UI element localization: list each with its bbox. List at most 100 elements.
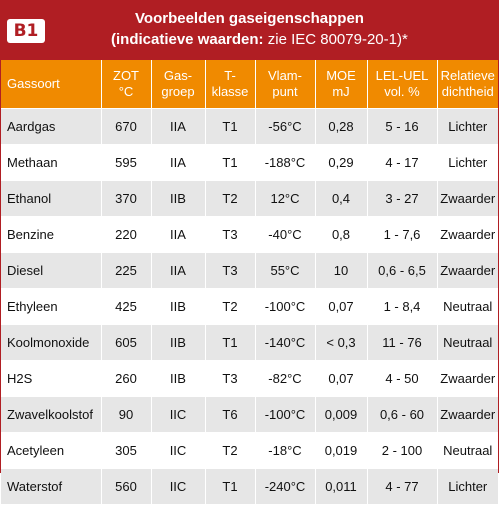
col-moe-cell: 0,07	[315, 288, 368, 325]
col-vlampunt-cell: -56°C	[255, 108, 316, 145]
col-vlampunt-cell: -18°C	[255, 432, 316, 469]
col-tklasse-cell: T1	[205, 144, 256, 181]
col-gassoort-cell: Methaan	[1, 144, 102, 181]
col-zot-header: ZOT °C	[101, 60, 152, 109]
table-row: Ethyleen 425 IIB T2 -100°C 0,07 1 - 8,4 Neutraa…	[1, 288, 498, 325]
col-lel-uel-cell: 0,6 - 60	[367, 396, 438, 433]
col-gasgroep-cell: IIB	[151, 360, 206, 397]
col-lel-uel-cell: 1 - 8,4	[367, 288, 438, 325]
col-moe-header: MOE mJ	[315, 60, 368, 109]
col-gassoort-cell: H2S	[1, 360, 102, 397]
table-row: H2S 260 IIB T3 -82°C 0,07 4 - 50 Zwaarder	[1, 360, 498, 397]
col-lel-uel-cell: 4 - 77	[367, 468, 438, 505]
table-row: Waterstof 560 IIC T1 -240°C 0,011 4 - 77 Lichte…	[1, 468, 498, 505]
table-body: Aardgas 670 IIA T1 -56°C 0,28 5 - 16 Lichter Met…	[1, 108, 498, 505]
col-lel-uel-cell: 2 - 100	[367, 432, 438, 469]
col-tklasse-cell: T3	[205, 360, 256, 397]
col-vlampunt-cell: 12°C	[255, 180, 316, 217]
gas-properties-table: Gassoort ZOT °C Gas- groep T- klasse Vlam- p…	[1, 60, 498, 505]
col-tklasse-header: T- klasse	[205, 60, 256, 109]
table-row: Aardgas 670 IIA T1 -56°C 0,28 5 - 16 Lichter	[1, 108, 498, 145]
col-tklasse-cell: T2	[205, 288, 256, 325]
col-lel-uel-cell: 4 - 50	[367, 360, 438, 397]
col-vlampunt-cell: -100°C	[255, 396, 316, 433]
table-row: Zwavelkoolstof 90 IIC T6 -100°C 0,009 0,6 - 60…	[1, 396, 498, 433]
col-moe-cell: 0,28	[315, 108, 368, 145]
col-gasgroep-cell: IIC	[151, 432, 206, 469]
col-zot-cell: 305	[101, 432, 152, 469]
col-gassoort-cell: Zwavelkoolstof	[1, 396, 102, 433]
col-zot-cell: 220	[101, 216, 152, 253]
col-gassoort-cell: Aardgas	[1, 108, 102, 145]
col-lel-uel-cell: 1 - 7,6	[367, 216, 438, 253]
col-moe-cell: 0,4	[315, 180, 368, 217]
col-gassoort-cell: Acetyleen	[1, 432, 102, 469]
col-relatieve-dichtheid-cell: Neutraal	[437, 288, 498, 325]
col-zot-cell: 605	[101, 324, 152, 361]
col-zot-cell: 225	[101, 252, 152, 289]
table-row: Diesel 225 IIA T3 55°C 10 0,6 - 6,5 Zwaarder	[1, 252, 498, 289]
col-gasgroep-header: Gas- groep	[151, 60, 206, 109]
subtitle-bold: (indicatieve waarden:	[111, 31, 264, 48]
col-gasgroep-cell: IIB	[151, 288, 206, 325]
col-zot-cell: 370	[101, 180, 152, 217]
header-row: Gassoort ZOT °C Gas- groep T- klasse Vlam- p…	[1, 60, 498, 109]
col-relatieve-dichtheid-cell: Neutraal	[437, 432, 498, 469]
col-relatieve-dichtheid-cell: Lichter	[437, 144, 498, 181]
table-row: Koolmonoxide 605 IIB T1 -140°C < 0,3 11 - 76 Ne…	[1, 324, 498, 361]
col-relatieve-dichtheid-cell: Zwaarder	[437, 216, 498, 253]
col-lel-uel-cell: 11 - 76	[367, 324, 438, 361]
col-gasgroep-cell: IIC	[151, 468, 206, 505]
col-vlampunt-header: Vlam- punt	[255, 60, 316, 109]
table-row: Methaan 595 IIA T1 -188°C 0,29 4 - 17 Lichter	[1, 144, 498, 181]
col-tklasse-cell: T1	[205, 324, 256, 361]
col-gassoort-cell: Diesel	[1, 252, 102, 289]
col-relatieve-dichtheid-cell: Zwaarder	[437, 252, 498, 289]
col-gasgroep-cell: IIA	[151, 252, 206, 289]
col-tklasse-cell: T1	[205, 468, 256, 505]
table-subtitle: (indicatieve waarden: zie IEC 80079-20-1…	[111, 31, 498, 49]
col-moe-cell: 0,009	[315, 396, 368, 433]
col-lel-uel-cell: 3 - 27	[367, 180, 438, 217]
col-zot-cell: 560	[101, 468, 152, 505]
col-relatieve-dichtheid-cell: Lichter	[437, 468, 498, 505]
col-gasgroep-cell: IIB	[151, 180, 206, 217]
table-row: Benzine 220 IIA T3 -40°C 0,8 1 - 7,6 Zwaarder	[1, 216, 498, 253]
col-lel-uel-header: LEL-UEL vol. %	[367, 60, 438, 109]
col-relatieve-dichtheid-cell: Zwaarder	[437, 180, 498, 217]
col-moe-cell: 0,019	[315, 432, 368, 469]
col-tklasse-cell: T6	[205, 396, 256, 433]
title-bar: B1 Voorbeelden gaseigenschappen (indicat…	[1, 1, 498, 60]
col-vlampunt-cell: -100°C	[255, 288, 316, 325]
col-moe-cell: 0,29	[315, 144, 368, 181]
col-gassoort-cell: Ethanol	[1, 180, 102, 217]
col-tklasse-cell: T3	[205, 216, 256, 253]
col-relatieve-dichtheid-cell: Lichter	[437, 108, 498, 145]
col-moe-cell: 10	[315, 252, 368, 289]
subtitle-rest: zie IEC 80079-20-1)*	[263, 31, 408, 48]
col-tklasse-cell: T1	[205, 108, 256, 145]
table-row: Ethanol 370 IIB T2 12°C 0,4 3 - 27 Zwaarder	[1, 180, 498, 217]
col-lel-uel-cell: 4 - 17	[367, 144, 438, 181]
col-relatieve-dichtheid-cell: Zwaarder	[437, 396, 498, 433]
col-zot-cell: 670	[101, 108, 152, 145]
col-gasgroep-cell: IIC	[151, 396, 206, 433]
col-vlampunt-cell: -40°C	[255, 216, 316, 253]
col-gasgroep-cell: IIA	[151, 108, 206, 145]
col-gasgroep-cell: IIA	[151, 144, 206, 181]
col-moe-cell: < 0,3	[315, 324, 368, 361]
col-moe-cell: 0,07	[315, 360, 368, 397]
col-tklasse-cell: T3	[205, 252, 256, 289]
col-zot-cell: 90	[101, 396, 152, 433]
col-gassoort-cell: Waterstof	[1, 468, 102, 505]
col-tklasse-cell: T2	[205, 432, 256, 469]
col-moe-cell: 0,011	[315, 468, 368, 505]
table-row: Acetyleen 305 IIC T2 -18°C 0,019 2 - 100 Neutra…	[1, 432, 498, 469]
col-zot-cell: 425	[101, 288, 152, 325]
col-zot-cell: 260	[101, 360, 152, 397]
col-gassoort-cell: Ethyleen	[1, 288, 102, 325]
col-lel-uel-cell: 0,6 - 6,5	[367, 252, 438, 289]
col-moe-cell: 0,8	[315, 216, 368, 253]
col-relatieve-dichtheid-header: Relatieve dichtheid	[437, 60, 498, 109]
